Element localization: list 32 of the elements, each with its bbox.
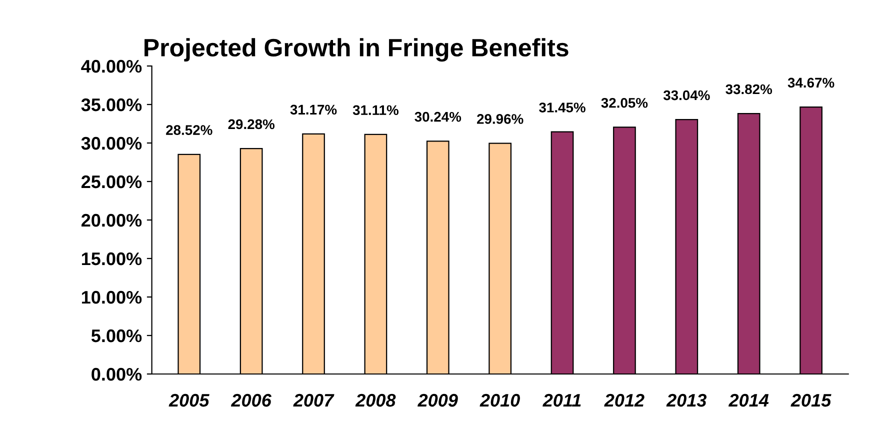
data-label: 31.45% xyxy=(539,102,586,112)
data-label: 30.24% xyxy=(414,112,462,122)
data-label: 32.05% xyxy=(601,98,648,108)
x-tick-label: 2009 xyxy=(418,394,458,407)
chart-title: Projected Growth in Fringe Benefits xyxy=(144,38,568,62)
y-tick-label: 10.00% xyxy=(82,290,142,304)
data-label: 31.11% xyxy=(352,105,399,116)
y-tick-label: 0.00% xyxy=(92,368,142,381)
data-label: 29.96% xyxy=(477,114,524,124)
data-label: 29.28% xyxy=(228,119,275,130)
x-tick-label: 2005 xyxy=(168,394,210,407)
y-tick-label: 15.00% xyxy=(82,252,142,266)
data-label: 33.82% xyxy=(726,84,772,94)
y-tick-label: 30.00% xyxy=(81,136,142,150)
y-tick-label: 35.00% xyxy=(81,98,142,112)
y-tick-label: 40.00% xyxy=(81,60,142,73)
data-label: 34.67% xyxy=(788,78,834,88)
x-tick-label: 2008 xyxy=(355,394,396,407)
y-tick-label: 5.00% xyxy=(91,329,142,342)
x-tick-label: 2011 xyxy=(542,394,581,407)
data-label: 28.52% xyxy=(166,125,212,135)
x-tick-label: 2012 xyxy=(604,394,644,407)
y-tick-label: 20.00% xyxy=(81,214,142,227)
x-tick-label: 2006 xyxy=(230,394,272,407)
data-label: 31.17% xyxy=(290,104,337,115)
data-label: 33.04% xyxy=(663,90,710,100)
x-tick-label: 2014 xyxy=(728,394,769,407)
x-tick-label: 2010 xyxy=(480,394,520,407)
x-tick-label: 2007 xyxy=(293,394,334,407)
y-tick-label: 25.00% xyxy=(81,175,142,188)
x-tick-label: 2013 xyxy=(666,394,707,407)
x-tick-label: 2015 xyxy=(790,394,832,407)
